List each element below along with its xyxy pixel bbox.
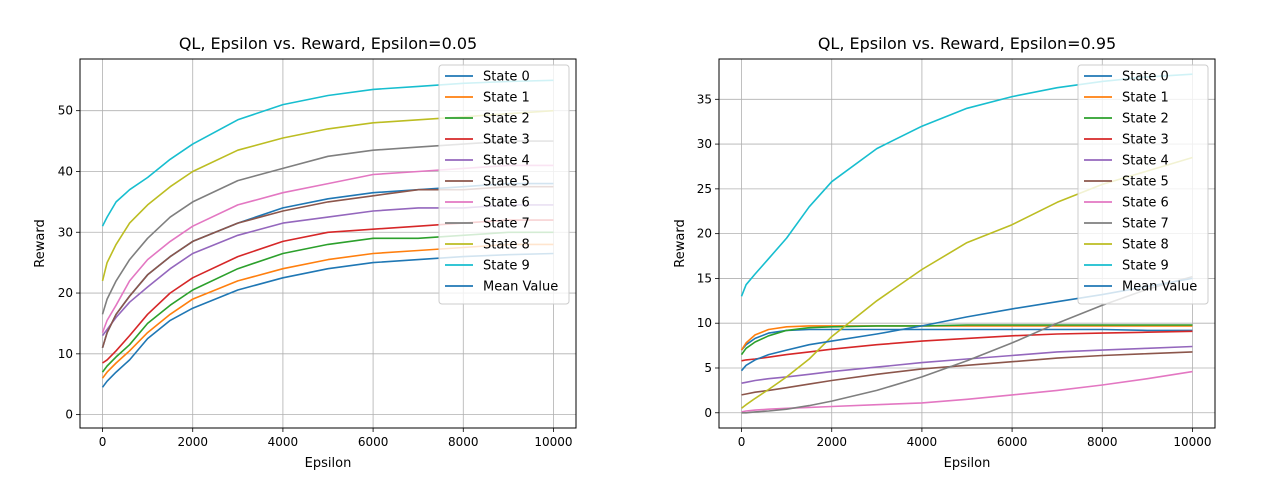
plot-frame bbox=[718, 58, 1216, 429]
y-tick-label: 10 bbox=[58, 347, 73, 361]
y-tick-label: 30 bbox=[58, 225, 73, 239]
legend-label-mean-value: Mean Value bbox=[483, 280, 558, 295]
y-tick-label: 35 bbox=[697, 92, 712, 106]
legend-label-state-0: State 0 bbox=[483, 70, 530, 85]
x-axis-label: Epsilon bbox=[305, 456, 352, 471]
legend-label-state-3: State 3 bbox=[483, 133, 530, 148]
x-tick-label: 8000 bbox=[1087, 435, 1118, 449]
y-tick-label: 50 bbox=[58, 104, 73, 118]
x-axis-label: Epsilon bbox=[944, 456, 991, 471]
legend-label-state-6: State 6 bbox=[1122, 196, 1169, 211]
x-tick-label: 4000 bbox=[268, 435, 299, 449]
y-tick-label: 0 bbox=[65, 408, 73, 422]
series-line-state-6 bbox=[741, 370, 1193, 413]
legend-label-state-1: State 1 bbox=[483, 91, 530, 106]
y-tick-label: 10 bbox=[697, 316, 712, 330]
legend-label-state-7: State 7 bbox=[1122, 217, 1169, 232]
y-tick-label: 15 bbox=[697, 271, 712, 285]
chart-title: QL, Epsilon vs. Reward, Epsilon=0.95 bbox=[818, 34, 1116, 53]
x-tick-label: 0 bbox=[99, 435, 107, 449]
y-tick-label: 0 bbox=[704, 406, 712, 420]
legend-label-state-9: State 9 bbox=[1122, 259, 1169, 274]
x-tick-label: 2000 bbox=[816, 435, 847, 449]
legend-label-state-1: State 1 bbox=[1122, 91, 1169, 106]
legend-label-mean-value: Mean Value bbox=[1122, 280, 1197, 295]
legend-label-state-5: State 5 bbox=[1122, 175, 1169, 190]
legend-label-state-0: State 0 bbox=[1122, 70, 1169, 85]
legend-label-state-8: State 8 bbox=[483, 238, 530, 253]
legend-label-state-5: State 5 bbox=[483, 175, 530, 190]
legend-label-state-3: State 3 bbox=[1122, 133, 1169, 148]
legend-label-state-4: State 4 bbox=[483, 154, 530, 169]
y-tick-label: 25 bbox=[697, 182, 712, 196]
y-tick-label: 30 bbox=[697, 137, 712, 151]
series-line-state-4 bbox=[741, 345, 1193, 384]
series-line-state-2 bbox=[740, 324, 1193, 356]
series-line-state-5 bbox=[741, 351, 1193, 396]
x-tick-label: 6000 bbox=[358, 435, 389, 449]
x-tick-label: 4000 bbox=[907, 435, 938, 449]
y-tick-label: 5 bbox=[704, 361, 712, 375]
y-axis-label: Reward bbox=[673, 219, 688, 267]
x-tick-label: 2000 bbox=[177, 435, 208, 449]
x-tick-label: 6000 bbox=[997, 435, 1028, 449]
legend-label-state-2: State 2 bbox=[1122, 112, 1169, 127]
y-tick-label: 40 bbox=[58, 164, 73, 178]
y-tick-label: 20 bbox=[697, 227, 712, 241]
plot-frame bbox=[79, 58, 577, 429]
legend-label-state-9: State 9 bbox=[483, 259, 530, 274]
x-tick-label: 0 bbox=[738, 435, 746, 449]
y-tick-label: 20 bbox=[58, 286, 73, 300]
legend-label-state-2: State 2 bbox=[483, 112, 530, 127]
x-tick-label: 10000 bbox=[534, 435, 572, 449]
series-line-state-7 bbox=[741, 275, 1193, 414]
chart-right: QL, Epsilon vs. Reward, Epsilon=0.95 0 20… bbox=[673, 34, 1216, 471]
chart-title: QL, Epsilon vs. Reward, Epsilon=0.05 bbox=[179, 34, 477, 53]
legend-label-state-6: State 6 bbox=[483, 196, 530, 211]
series-line-state-0 bbox=[740, 328, 1193, 351]
ticks: 0 2000 4000 6000 8000 10000 0 10 20 30 40 50 bbox=[58, 104, 573, 449]
legend-label-state-8: State 8 bbox=[1122, 238, 1169, 253]
y-axis-label: Reward bbox=[33, 219, 48, 267]
legend: State 0 State 1 State 2 State 3 State 4 State… bbox=[1077, 64, 1209, 305]
legend-label-state-7: State 7 bbox=[483, 217, 530, 232]
chart-left: QL, Epsilon vs. Reward, Epsilon=0.05 0 20… bbox=[33, 34, 577, 471]
legend: State 0 State 1 State 2 State 3 State 4 State… bbox=[438, 64, 570, 305]
x-tick-label: 10000 bbox=[1173, 435, 1211, 449]
x-tick-label: 8000 bbox=[448, 435, 479, 449]
ticks: 0 2000 4000 6000 8000 10000 0 5 10 15 20 25 30 35 bbox=[697, 92, 1212, 449]
legend-label-state-4: State 4 bbox=[1122, 154, 1169, 169]
